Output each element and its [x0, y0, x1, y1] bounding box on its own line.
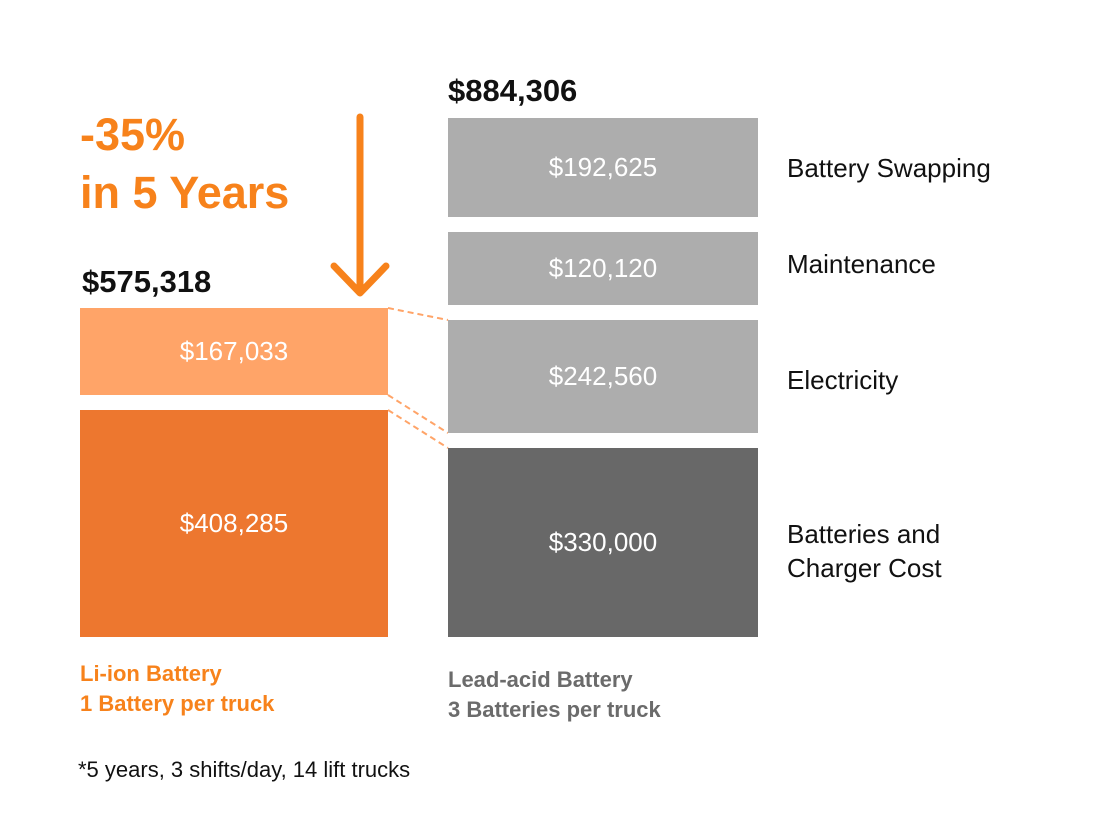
x-label-line: 3 Batteries per truck [448, 697, 661, 722]
bar-value-label: $167,033 [179, 336, 289, 366]
bar-segment: $120,120 [448, 232, 758, 305]
bar-segment: $330,000 [448, 448, 758, 637]
bar-segment: $242,560 [448, 320, 758, 433]
legend-label-line: Electricity [787, 365, 899, 395]
total-lead-acid: $884,306 [448, 73, 578, 108]
legend-label-line: Battery Swapping [787, 153, 991, 183]
legend-label-line: Maintenance [787, 249, 936, 279]
headline-percent: -35% [80, 109, 186, 160]
headline: -35% in 5 Years [80, 106, 289, 222]
bar-value-label: $120,120 [548, 253, 658, 283]
x-label-line: 1 Battery per truck [80, 691, 275, 716]
legend-label-line: Charger Cost [787, 553, 942, 583]
bar-value-label: $192,625 [548, 152, 658, 182]
footnote: *5 years, 3 shifts/day, 14 lift trucks [78, 757, 411, 782]
connector-line [387, 307, 449, 321]
bar-segment: $167,033 [80, 308, 388, 395]
connector-line [387, 409, 449, 449]
down-arrow-icon [330, 113, 390, 297]
legend-label: Maintenance [787, 247, 936, 281]
bar-segment: $192,625 [448, 118, 758, 217]
legend-label: Batteries and Charger Cost [787, 517, 942, 585]
legend-label-line: Batteries and [787, 519, 941, 549]
total-li-ion: $575,318 [82, 264, 212, 299]
x-label-li-ion: Li-ion Battery 1 Battery per truck [80, 659, 274, 719]
connector-line [387, 394, 449, 434]
x-label-lead-acid: Lead-acid Battery 3 Batteries per truck [448, 665, 661, 725]
bar-value-label: $408,285 [179, 508, 289, 538]
bar-segment: $408,285 [80, 410, 388, 637]
headline-period: in 5 Years [80, 167, 290, 218]
x-label-line: Lead-acid Battery [448, 667, 633, 692]
legend-label: Battery Swapping [787, 151, 991, 185]
bar-value-label: $330,000 [548, 527, 658, 557]
x-label-line: Li-ion Battery [80, 661, 222, 686]
legend-label: Electricity [787, 363, 898, 397]
bar-value-label: $242,560 [548, 361, 658, 391]
